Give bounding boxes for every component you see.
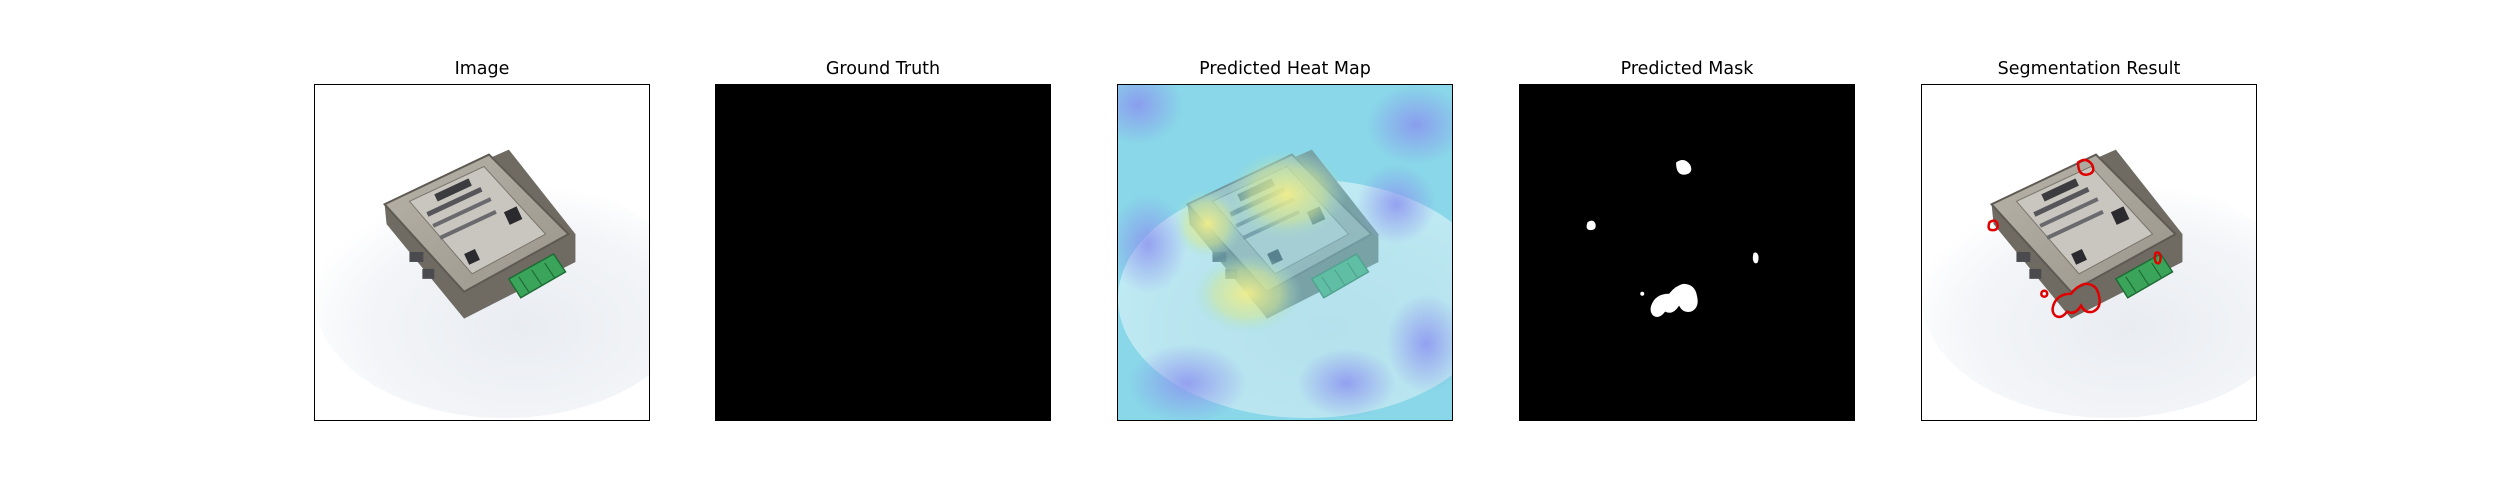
panel-heat-map: Predicted Heat Map [1115,0,1455,500]
original-image [314,84,650,421]
panel-title: Predicted Mask [1620,59,1754,79]
ground-truth-mask [715,84,1051,421]
panel-image: Image [312,0,652,500]
electronic-device-photo [315,85,649,420]
panel-predicted-mask: Predicted Mask [1517,0,1857,500]
heat-map-image [1117,84,1453,421]
panel-title: Image [454,59,510,79]
panel-ground-truth: Ground Truth [713,0,1053,500]
panel-title: Ground Truth [825,59,941,79]
predicted-mask-image [1519,84,1855,421]
segmentation-result-image [1921,84,2257,421]
panel-segmentation-result: Segmentation Result [1919,0,2259,500]
panel-title: Segmentation Result [1997,59,2181,79]
panel-title: Predicted Heat Map [1199,59,1371,79]
